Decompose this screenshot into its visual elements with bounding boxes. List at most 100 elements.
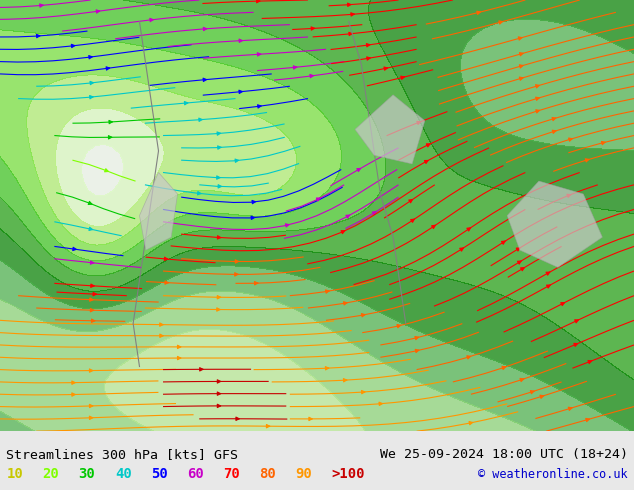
FancyArrowPatch shape (109, 121, 112, 124)
FancyArrowPatch shape (285, 224, 289, 227)
FancyArrowPatch shape (164, 257, 168, 261)
FancyArrowPatch shape (477, 11, 481, 14)
FancyArrowPatch shape (372, 212, 376, 215)
FancyArrowPatch shape (236, 417, 239, 420)
FancyArrowPatch shape (89, 298, 93, 301)
FancyArrowPatch shape (96, 10, 100, 13)
FancyArrowPatch shape (239, 39, 242, 43)
FancyArrowPatch shape (311, 27, 314, 30)
FancyArrowPatch shape (257, 0, 260, 3)
FancyArrowPatch shape (379, 402, 382, 406)
FancyArrowPatch shape (432, 225, 436, 228)
FancyArrowPatch shape (427, 144, 430, 147)
FancyArrowPatch shape (150, 18, 153, 22)
FancyArrowPatch shape (567, 194, 571, 197)
FancyArrowPatch shape (89, 96, 93, 99)
FancyArrowPatch shape (536, 110, 540, 113)
FancyArrowPatch shape (602, 142, 605, 145)
Text: Streamlines 300 hPa [kts] GFS: Streamlines 300 hPa [kts] GFS (6, 448, 238, 461)
Text: 80: 80 (259, 467, 276, 481)
FancyArrowPatch shape (516, 248, 520, 251)
FancyArrowPatch shape (316, 198, 320, 201)
FancyArrowPatch shape (366, 57, 370, 60)
FancyArrowPatch shape (217, 295, 221, 299)
FancyArrowPatch shape (357, 169, 361, 171)
FancyArrowPatch shape (519, 77, 523, 80)
FancyArrowPatch shape (401, 76, 404, 79)
FancyArrowPatch shape (361, 314, 365, 317)
FancyArrowPatch shape (517, 261, 521, 264)
FancyArrowPatch shape (325, 290, 329, 293)
FancyArrowPatch shape (469, 421, 472, 425)
FancyArrowPatch shape (325, 367, 329, 370)
FancyArrowPatch shape (91, 261, 94, 264)
FancyArrowPatch shape (160, 323, 163, 326)
FancyArrowPatch shape (574, 343, 578, 346)
Text: >100: >100 (332, 467, 365, 481)
FancyArrowPatch shape (560, 303, 564, 306)
FancyArrowPatch shape (586, 418, 590, 421)
Polygon shape (507, 181, 602, 268)
Text: 40: 40 (115, 467, 131, 481)
Text: We 25-09-2024 18:00 UTC (18+24): We 25-09-2024 18:00 UTC (18+24) (380, 448, 628, 461)
FancyArrowPatch shape (585, 159, 589, 162)
FancyArrowPatch shape (409, 199, 413, 203)
FancyArrowPatch shape (499, 21, 503, 24)
FancyArrowPatch shape (91, 284, 94, 287)
FancyArrowPatch shape (546, 272, 550, 275)
FancyArrowPatch shape (217, 404, 221, 408)
FancyArrowPatch shape (417, 122, 420, 124)
FancyArrowPatch shape (37, 34, 40, 38)
FancyArrowPatch shape (254, 282, 258, 285)
FancyArrowPatch shape (411, 219, 415, 222)
FancyArrowPatch shape (217, 176, 220, 179)
FancyArrowPatch shape (178, 345, 181, 348)
FancyArrowPatch shape (89, 227, 93, 230)
Polygon shape (139, 172, 178, 250)
FancyArrowPatch shape (217, 132, 221, 135)
FancyArrowPatch shape (184, 101, 188, 105)
FancyArrowPatch shape (108, 136, 112, 139)
Text: 60: 60 (187, 467, 204, 481)
FancyArrowPatch shape (519, 52, 523, 56)
Text: © weatheronline.co.uk: © weatheronline.co.uk (478, 468, 628, 481)
FancyArrowPatch shape (72, 44, 75, 48)
FancyArrowPatch shape (40, 4, 43, 7)
FancyArrowPatch shape (89, 55, 93, 59)
Text: 50: 50 (151, 467, 167, 481)
FancyArrowPatch shape (217, 392, 221, 395)
FancyArrowPatch shape (106, 67, 110, 70)
FancyArrowPatch shape (520, 378, 524, 382)
FancyArrowPatch shape (218, 185, 221, 188)
FancyArrowPatch shape (203, 78, 207, 81)
Text: 70: 70 (223, 467, 240, 481)
FancyArrowPatch shape (198, 192, 201, 195)
FancyArrowPatch shape (588, 361, 592, 364)
FancyArrowPatch shape (89, 369, 93, 372)
FancyArrowPatch shape (90, 81, 93, 85)
FancyArrowPatch shape (160, 334, 163, 338)
FancyArrowPatch shape (467, 356, 470, 359)
FancyArrowPatch shape (217, 146, 221, 149)
FancyArrowPatch shape (347, 3, 351, 6)
FancyArrowPatch shape (415, 337, 418, 340)
Text: 10: 10 (6, 467, 23, 481)
FancyArrowPatch shape (415, 349, 419, 353)
Text: 30: 30 (79, 467, 95, 481)
FancyArrowPatch shape (93, 293, 96, 296)
FancyArrowPatch shape (531, 391, 534, 394)
FancyArrowPatch shape (341, 231, 345, 234)
FancyArrowPatch shape (91, 309, 94, 312)
FancyArrowPatch shape (349, 32, 353, 36)
FancyArrowPatch shape (361, 391, 365, 394)
FancyArrowPatch shape (552, 130, 556, 133)
FancyArrowPatch shape (89, 416, 93, 419)
FancyArrowPatch shape (574, 320, 578, 323)
FancyArrowPatch shape (351, 13, 354, 16)
FancyArrowPatch shape (366, 44, 370, 47)
FancyArrowPatch shape (519, 65, 523, 68)
FancyArrowPatch shape (397, 324, 401, 328)
FancyArrowPatch shape (536, 97, 540, 100)
FancyArrowPatch shape (518, 37, 522, 40)
Polygon shape (355, 95, 425, 164)
